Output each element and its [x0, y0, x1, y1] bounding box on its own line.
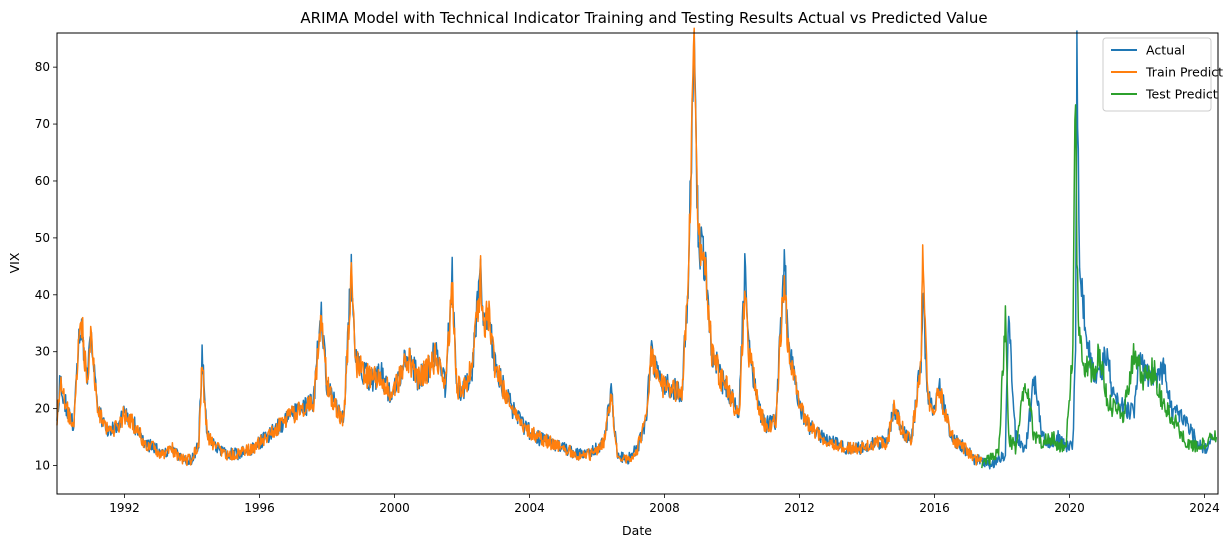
series-line-test-predict — [981, 104, 1218, 469]
y-tick-label: 80 — [35, 60, 50, 74]
series-line-train-predict — [56, 27, 983, 467]
y-axis-label: VIX — [7, 252, 22, 273]
x-tick-label: 2020 — [1054, 501, 1085, 515]
legend-label: Train Predict — [1145, 65, 1223, 80]
series-layer — [56, 27, 1218, 470]
y-tick-label: 70 — [35, 117, 50, 131]
x-tick-label: 2012 — [784, 501, 815, 515]
y-tick-label: 50 — [35, 231, 50, 245]
y-tick-label: 30 — [35, 345, 50, 359]
x-tick-label: 1996 — [244, 501, 275, 515]
x-tick-label: 2004 — [514, 501, 545, 515]
x-axis-label: Date — [622, 523, 652, 538]
y-tick-label: 20 — [35, 402, 50, 416]
chart-title: ARIMA Model with Technical Indicator Tra… — [300, 9, 987, 27]
x-tick-label: 2016 — [919, 501, 950, 515]
y-tick-label: 60 — [35, 174, 50, 188]
y-tick-label: 10 — [35, 459, 50, 473]
x-tick-label: 2000 — [379, 501, 410, 515]
legend-label: Test Predict — [1145, 87, 1218, 102]
legend-box — [1102, 37, 1212, 112]
x-tick-label: 2024 — [1189, 501, 1220, 515]
plot-frame — [56, 32, 1219, 495]
x-tick-label: 2008 — [649, 501, 680, 515]
y-tick-label: 40 — [35, 288, 50, 302]
x-axis: 1992 1996 2000 2004 2008 2012 2016 2020 2024 — [109, 494, 1220, 515]
y-axis: 10 20 30 40 50 60 70 80 — [35, 60, 57, 473]
x-tick-label: 1992 — [109, 501, 140, 515]
legend-label: Actual — [1146, 43, 1185, 58]
legend: Actual Train Predict Test Predict — [1102, 37, 1223, 112]
